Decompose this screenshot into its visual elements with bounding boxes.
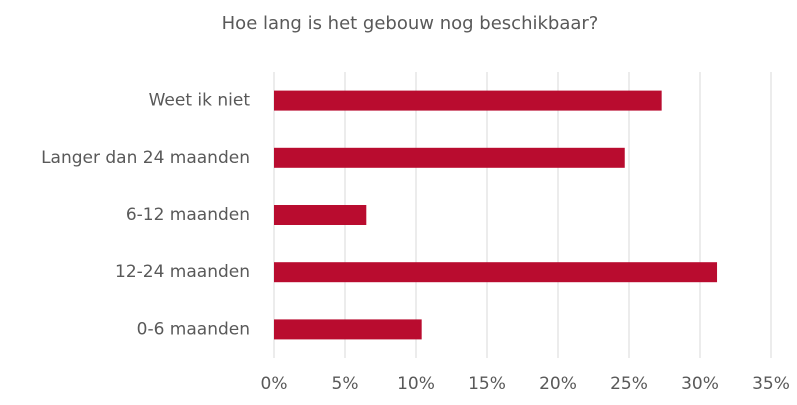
x-tick-label: 15%: [468, 374, 506, 394]
x-tick-label: 20%: [539, 374, 577, 394]
y-tick-label: 6-12 maanden: [126, 205, 250, 225]
y-tick-label: 12-24 maanden: [115, 262, 250, 282]
bar: [274, 147, 625, 168]
bar: [274, 262, 718, 283]
bar: [274, 205, 367, 225]
chart-title: Hoe lang is het gebouw nog beschikbaar?: [222, 13, 599, 34]
x-tick-label: 0%: [261, 374, 288, 394]
x-tick-label: 10%: [397, 374, 435, 394]
y-tick-label: 0-6 maanden: [137, 319, 250, 339]
x-tick-label: 5%: [332, 374, 359, 394]
bar: [274, 319, 422, 340]
x-tick-label: 30%: [681, 374, 719, 394]
x-tick-label: 35%: [752, 374, 790, 394]
y-tick-label: Weet ik niet: [149, 91, 251, 111]
x-tick-label: 25%: [610, 374, 648, 394]
y-tick-label: Langer dan 24 maanden: [41, 148, 250, 168]
bar: [274, 90, 662, 111]
